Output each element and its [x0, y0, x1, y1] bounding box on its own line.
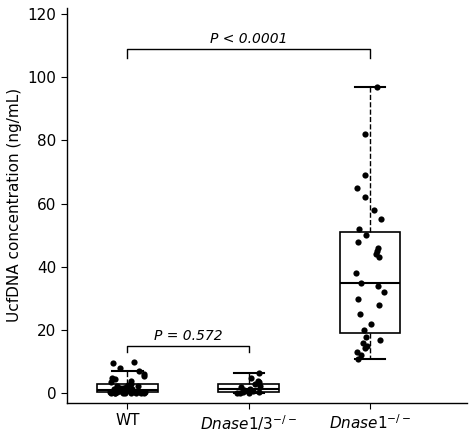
Point — [381, 289, 388, 296]
PathPatch shape — [340, 232, 401, 334]
Point — [112, 387, 120, 394]
Point — [255, 379, 263, 386]
Point — [255, 377, 262, 384]
Point — [106, 389, 114, 396]
Point — [360, 326, 367, 334]
Point — [374, 282, 382, 290]
Point — [353, 349, 361, 356]
Point — [363, 342, 371, 349]
Point — [135, 368, 143, 375]
Point — [141, 389, 148, 396]
Point — [373, 83, 381, 90]
Point — [116, 385, 124, 392]
Point — [370, 206, 377, 213]
Point — [128, 377, 135, 384]
Point — [256, 382, 264, 389]
Point — [362, 232, 370, 239]
Point — [367, 320, 375, 327]
Point — [354, 355, 362, 362]
Point — [246, 385, 254, 392]
Point — [249, 387, 256, 394]
Point — [113, 382, 120, 389]
Point — [128, 386, 135, 393]
Point — [121, 390, 129, 397]
Point — [136, 388, 143, 395]
Point — [255, 369, 263, 376]
Point — [240, 387, 248, 394]
Point — [355, 225, 363, 232]
Point — [376, 336, 383, 343]
Point — [377, 216, 384, 223]
Point — [245, 389, 252, 396]
Point — [357, 352, 365, 359]
Point — [125, 387, 132, 394]
Point — [110, 385, 118, 392]
Point — [117, 387, 124, 394]
Point — [127, 381, 135, 388]
Point — [109, 360, 117, 367]
Y-axis label: UcfDNA concentration (ng/mL): UcfDNA concentration (ng/mL) — [7, 88, 22, 322]
Point — [354, 184, 361, 191]
Point — [237, 384, 245, 391]
Point — [137, 389, 145, 396]
Point — [116, 386, 124, 393]
Point — [373, 248, 381, 255]
Point — [128, 389, 135, 396]
Point — [121, 386, 129, 393]
Point — [112, 376, 119, 383]
Point — [112, 388, 119, 395]
Point — [108, 389, 115, 396]
Point — [372, 251, 380, 258]
Point — [362, 333, 370, 340]
Point — [354, 295, 362, 302]
Point — [374, 244, 382, 251]
Point — [124, 381, 132, 388]
Point — [246, 386, 253, 393]
Point — [131, 389, 139, 396]
Point — [122, 384, 129, 391]
Point — [361, 194, 369, 201]
Text: P = 0.572: P = 0.572 — [154, 330, 222, 344]
Point — [239, 389, 246, 396]
Point — [234, 389, 241, 396]
Point — [119, 390, 127, 397]
Point — [113, 388, 121, 395]
Point — [132, 389, 140, 396]
Point — [108, 374, 115, 381]
Point — [255, 389, 263, 396]
Text: P < 0.0001: P < 0.0001 — [210, 32, 287, 46]
Point — [134, 383, 142, 390]
Point — [360, 339, 367, 346]
Point — [375, 254, 383, 261]
Point — [111, 389, 118, 396]
Point — [119, 384, 127, 391]
Point — [127, 389, 135, 396]
Point — [252, 381, 259, 388]
Point — [140, 373, 147, 380]
Point — [375, 301, 383, 308]
Point — [130, 358, 138, 365]
Point — [117, 365, 124, 372]
Point — [356, 311, 364, 318]
Point — [361, 131, 369, 138]
PathPatch shape — [97, 384, 158, 392]
Point — [361, 172, 368, 179]
Point — [107, 379, 115, 386]
Point — [357, 279, 365, 286]
Point — [111, 389, 118, 396]
Point — [361, 344, 369, 351]
Point — [236, 390, 243, 397]
Point — [141, 371, 148, 378]
PathPatch shape — [219, 384, 279, 392]
Point — [354, 238, 361, 245]
Point — [352, 270, 359, 277]
Point — [247, 374, 255, 381]
Point — [140, 390, 147, 397]
